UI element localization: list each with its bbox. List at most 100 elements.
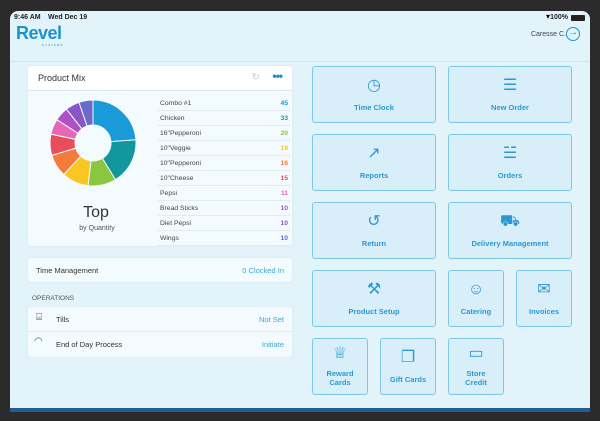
- product-name: Wings: [160, 234, 179, 242]
- product-quantity: 16: [280, 159, 288, 167]
- product-row: Diet Pepsi 10: [158, 216, 290, 231]
- product-quantity: 10: [280, 234, 288, 242]
- battery-icon: [571, 15, 585, 21]
- product-quantity: 33: [280, 114, 288, 122]
- product-row: 10"Pepperoni 16: [158, 156, 290, 171]
- time-management-label: Time Management: [36, 266, 99, 275]
- product-quantity: 10: [280, 204, 288, 212]
- wrench-icon: ⚒: [366, 281, 382, 298]
- product-quantity: 19: [280, 144, 288, 152]
- product-name: Pepsi: [160, 189, 178, 197]
- product-name: 10"Pepperoni: [160, 159, 201, 167]
- product-name: 10"Veggie: [160, 144, 191, 152]
- tile-label: Invoices: [528, 307, 559, 316]
- till-icon: ⌸: [36, 312, 42, 323]
- product-name: Combo #1: [160, 99, 192, 107]
- document-icon: ☰: [502, 77, 518, 94]
- tile-catering[interactable]: ☺ Catering: [448, 270, 504, 327]
- product-mix-header: Product Mix ↻ •••: [28, 66, 292, 91]
- product-mix-title: Product Mix: [38, 73, 86, 83]
- product-row: Wings 10: [158, 231, 290, 246]
- donut-headline: Top: [83, 204, 109, 221]
- trophy-icon: ♕: [332, 345, 348, 362]
- product-quantity: 15: [280, 174, 288, 182]
- product-row: 10"Cheese 15: [158, 171, 290, 186]
- return-icon: ↺: [367, 213, 381, 230]
- product-quantity: 20: [280, 129, 288, 137]
- user-name[interactable]: Caresse C.: [530, 31, 566, 38]
- chart-icon: ↗: [367, 145, 381, 162]
- tile-store-credit[interactable]: ▭ Store Credit: [448, 338, 504, 395]
- tile-label: New Order: [491, 103, 529, 112]
- tile-label: Return: [361, 239, 387, 248]
- tile-new-order[interactable]: ☰ New Order: [448, 66, 572, 123]
- time-management-row[interactable]: Time Management 0 Clocked In: [28, 258, 292, 282]
- operations-heading: OPERATIONS: [32, 295, 75, 302]
- tile-label: Reward Cards: [326, 369, 354, 387]
- tile-delivery-management[interactable]: ⛟ Delivery Management: [448, 202, 572, 259]
- battery-percent: 100%: [550, 14, 568, 21]
- tile-time-clock[interactable]: ◷ Time Clock: [312, 66, 436, 123]
- bottom-bar: [10, 408, 590, 412]
- wifi-icon: ▾: [545, 12, 550, 21]
- operations-card: ⌸ Tills Not Set ◠ End of Day Process Ini…: [28, 307, 292, 357]
- more-icon[interactable]: •••: [272, 69, 283, 83]
- documents-icon: ☱: [502, 145, 518, 162]
- donut-subtitle: by Quantity: [79, 225, 115, 232]
- product-row: Chicken 33: [158, 111, 290, 126]
- tile-reward-cards[interactable]: ♕ Reward Cards: [312, 338, 368, 395]
- tile-reports[interactable]: ↗ Reports: [312, 134, 436, 191]
- tile-label: Gift Cards: [389, 375, 427, 384]
- end-of-day-label: End of Day Process: [56, 340, 123, 349]
- clock-icon: ◷: [367, 77, 381, 94]
- end-of-day-value[interactable]: Initiate: [261, 340, 284, 349]
- logout-icon[interactable]: →: [566, 27, 580, 41]
- product-quantity: 11: [280, 189, 288, 197]
- tile-product-setup[interactable]: ⚒ Product Setup: [312, 270, 436, 327]
- product-name: Bread Sticks: [160, 204, 199, 212]
- screen: 9:46 AM Wed Dec 19 100% ▾ Revel SYSTEMS …: [10, 11, 590, 411]
- chef-icon: ☺: [467, 281, 485, 298]
- tills-value[interactable]: Not Set: [258, 315, 284, 324]
- product-list: Combo #1 45 Chicken 33 16"Pepperoni 20 10"Vegg…: [158, 96, 290, 246]
- header-divider: [10, 61, 590, 62]
- tile-label: Catering: [460, 307, 492, 316]
- tile-label: Delivery Management: [471, 239, 549, 248]
- status-date: Wed Dec 19: [48, 14, 88, 21]
- tile-return[interactable]: ↺ Return: [312, 202, 436, 259]
- refresh-icon[interactable]: ↻: [251, 72, 260, 83]
- clocked-in-value[interactable]: 0 Clocked In: [242, 266, 284, 275]
- product-row: 16"Pepperoni 20: [158, 126, 290, 141]
- card-plus-icon: ▭: [468, 345, 484, 362]
- product-name: 16"Pepperoni: [160, 129, 201, 137]
- product-row: Bread Sticks 10: [158, 201, 290, 216]
- tile-label: Reports: [359, 171, 389, 180]
- product-name: Chicken: [160, 114, 185, 122]
- product-name: Diet Pepsi: [160, 219, 191, 227]
- tills-row[interactable]: ⌸ Tills Not Set: [28, 307, 292, 332]
- revel-logo: Revel: [16, 23, 62, 43]
- donut-slice[interactable]: [92, 99, 137, 143]
- sunset-icon: ◠: [34, 336, 43, 347]
- end-of-day-row[interactable]: ◠ End of Day Process Initiate: [28, 332, 292, 357]
- gift-icon: ❐: [400, 349, 416, 366]
- product-mix-card: Product Mix ↻ ••• Top by Quantity Combo …: [28, 66, 292, 246]
- tile-gift-cards[interactable]: ❐ Gift Cards: [380, 338, 436, 395]
- truck-icon: ⛟: [499, 213, 521, 230]
- tile-orders[interactable]: ☱ Orders: [448, 134, 572, 191]
- tile-label: Time Clock: [354, 103, 394, 112]
- product-row: Pepsi 11: [158, 186, 290, 201]
- tile-label: Store Credit: [465, 369, 487, 387]
- logo-subtitle: SYSTEMS: [42, 43, 64, 47]
- tile-label: Product Setup: [348, 307, 400, 316]
- product-quantity: 45: [280, 99, 288, 107]
- product-mix-donut: [49, 99, 137, 187]
- product-name: 10"Cheese: [160, 174, 194, 182]
- envelope-icon: ✉: [537, 281, 551, 298]
- product-row: Combo #1 45: [158, 96, 290, 111]
- status-time: 9:46 AM: [14, 14, 41, 21]
- tills-label: Tills: [56, 315, 70, 324]
- donut-slice[interactable]: [78, 99, 94, 127]
- product-row: 10"Veggie 19: [158, 141, 290, 156]
- tile-invoices[interactable]: ✉ Invoices: [516, 270, 572, 327]
